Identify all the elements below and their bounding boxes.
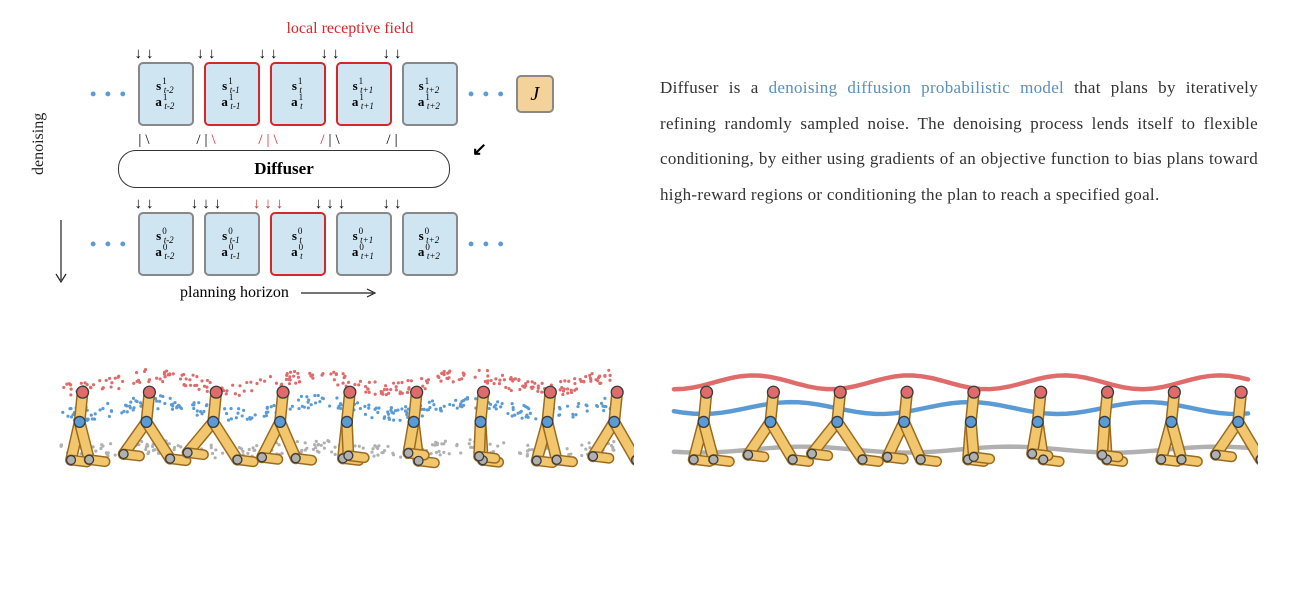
ellipsis-right: • • •: [468, 84, 506, 105]
receptive-field-label: local receptive field: [100, 20, 600, 38]
diffuser-label: Diffuser: [254, 159, 313, 179]
state-action-cell: s0t+2a0t+2: [402, 212, 458, 276]
state-action-cell: s1ta1t: [270, 62, 326, 126]
ellipsis-right: • • •: [468, 234, 506, 255]
objective-j-box: J: [516, 75, 554, 113]
state-action-cell: s1t+2a1t+2: [402, 62, 458, 126]
planning-arrow-icon: [301, 288, 381, 298]
state-action-cell: s0t-2a0t-2: [138, 212, 194, 276]
walker-panel-noisy: [40, 342, 634, 482]
bottom-cell-row: • • • s0t-2a0t-2s0t-1a0t-1s0ta0ts0t+1a0t…: [90, 212, 600, 276]
arrows-into-top-row: ↓↓↓↓↓↓↓↓↓↓: [118, 40, 600, 62]
state-action-cell: s1t+1a1t+1: [336, 62, 392, 126]
state-action-cell: s1t-1a1t-1: [204, 62, 260, 126]
denoising-axis-label: denoising: [30, 113, 48, 175]
top-cell-row: • • • s1t-2a1t-2s1t-1a1t-1s1ta1ts1t+1a1t…: [90, 62, 600, 126]
state-action-cell: s0ta0t: [270, 212, 326, 276]
walker-panel-denoised: [664, 342, 1258, 482]
description-paragraph: Diffuser is a denoising diffusion probab…: [660, 20, 1258, 213]
j-input-arrow-icon: ↙: [472, 139, 487, 160]
diffuser-box: Diffuser ↙: [118, 150, 450, 188]
ellipsis-left-top: • • •: [90, 84, 128, 105]
arrows-from-diffuser: ↓↓↓↓↓↓↓↓↓↓↓↓↓: [118, 190, 600, 212]
architecture-diagram: denoising local receptive field ↓↓↓↓↓↓↓↓…: [40, 20, 600, 302]
paragraph-pre: Diffuser is a: [660, 78, 769, 97]
state-action-cell: s0t+1a0t+1: [336, 212, 392, 276]
arrows-to-diffuser: |\/|\/|\/|\/|: [118, 126, 600, 148]
ddpm-link[interactable]: denoising diffusion probabilistic model: [769, 78, 1065, 97]
denoising-arrow-icon: [54, 220, 68, 290]
ellipsis-left-bot: • • •: [90, 234, 128, 255]
state-action-cell: s0t-1a0t-1: [204, 212, 260, 276]
planning-horizon-label: planning horizon: [180, 284, 600, 302]
state-action-cell: s1t-2a1t-2: [138, 62, 194, 126]
